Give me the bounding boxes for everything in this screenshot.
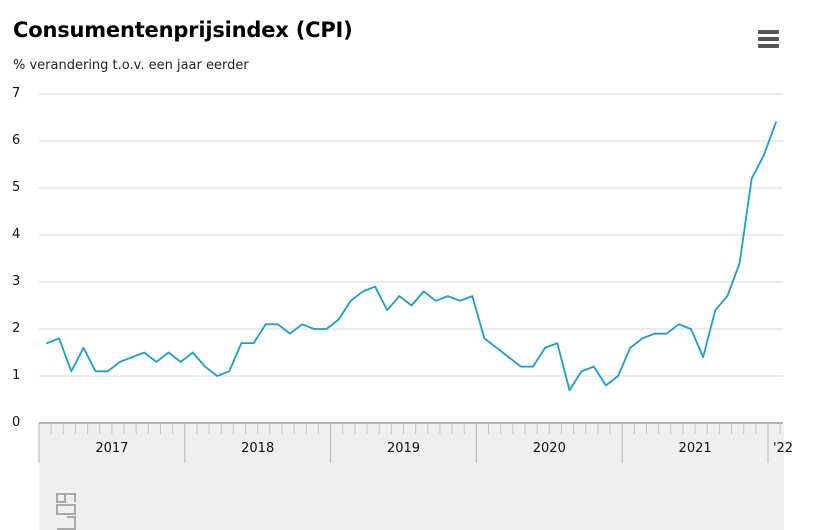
data-point-2020-12[interactable] — [615, 373, 621, 379]
data-point-2018-03[interactable] — [214, 373, 220, 379]
x-year-label-2019: 2019 — [387, 441, 420, 456]
data-point-2017-09[interactable] — [141, 350, 147, 356]
data-point-2019-04[interactable] — [372, 284, 378, 290]
x-year-label-2018: 2018 — [241, 441, 274, 456]
data-point-2021-02[interactable] — [639, 335, 645, 341]
data-point-2021-03[interactable] — [652, 331, 658, 337]
data-point-2018-10[interactable] — [299, 321, 305, 327]
data-point-2020-05[interactable] — [530, 364, 536, 370]
cbs-logo-icon — [56, 493, 76, 530]
data-point-2019-03[interactable] — [360, 288, 366, 294]
hamburger-menu-icon[interactable] — [758, 30, 780, 48]
data-point-2021-01[interactable] — [627, 345, 633, 351]
data-point-2021-12[interactable] — [761, 152, 767, 158]
x-axis-band — [39, 424, 784, 530]
data-point-2020-08[interactable] — [566, 387, 572, 393]
data-point-2017-06[interactable] — [105, 368, 111, 374]
data-point-2019-07[interactable] — [409, 303, 415, 309]
data-point-2019-08[interactable] — [421, 288, 427, 294]
data-point-2018-06[interactable] — [251, 340, 257, 346]
chart-title: Consumentenprijsindex (CPI) — [13, 18, 353, 42]
chart-subtitle: % verandering t.o.v. een jaar eerder — [13, 58, 249, 73]
data-point-2018-07[interactable] — [263, 321, 269, 327]
data-point-2020-03[interactable] — [506, 354, 512, 360]
data-point-2019-06[interactable] — [396, 293, 402, 299]
data-point-2019-01[interactable] — [336, 317, 342, 323]
data-point-2020-02[interactable] — [494, 345, 500, 351]
data-point-2017-08[interactable] — [129, 354, 135, 360]
data-point-2019-05[interactable] — [384, 307, 390, 313]
y-tick-label-4: 4 — [12, 227, 21, 242]
x-year-label-2020: 2020 — [533, 441, 566, 456]
data-point-2018-11[interactable] — [311, 326, 317, 332]
cpi-series-line[interactable] — [46, 121, 777, 392]
data-point-2021-07[interactable] — [700, 354, 706, 360]
data-point-2019-10[interactable] — [445, 293, 451, 299]
data-point-2018-05[interactable] — [238, 340, 244, 346]
data-point-2019-11[interactable] — [457, 298, 463, 304]
y-tick-label-5: 5 — [12, 180, 21, 195]
data-point-2017-01[interactable] — [44, 340, 50, 346]
x-year-label-22: '22 — [773, 441, 793, 456]
data-point-2017-07[interactable] — [117, 359, 123, 365]
y-tick-label-7: 7 — [12, 86, 21, 101]
y-tick-label-6: 6 — [12, 133, 21, 148]
data-point-2017-12[interactable] — [178, 359, 184, 365]
data-point-2021-11[interactable] — [749, 176, 755, 182]
data-point-2018-12[interactable] — [323, 326, 329, 332]
data-point-2020-06[interactable] — [542, 345, 548, 351]
data-point-2021-10[interactable] — [737, 260, 743, 266]
data-point-2020-04[interactable] — [518, 364, 524, 370]
data-point-2017-11[interactable] — [166, 350, 172, 356]
data-point-2021-06[interactable] — [688, 326, 694, 332]
data-point-2018-09[interactable] — [287, 331, 293, 337]
data-point-2020-10[interactable] — [591, 364, 597, 370]
data-point-2017-05[interactable] — [93, 368, 99, 374]
x-year-label-2017: 2017 — [95, 441, 128, 456]
data-point-2017-02[interactable] — [56, 335, 62, 341]
data-point-2020-01[interactable] — [481, 335, 487, 341]
data-point-2021-08[interactable] — [712, 307, 718, 313]
data-point-2021-04[interactable] — [664, 331, 670, 337]
data-point-2017-04[interactable] — [80, 345, 86, 351]
data-point-2020-07[interactable] — [554, 340, 560, 346]
data-point-2017-03[interactable] — [68, 368, 74, 374]
data-point-2022-01[interactable] — [773, 119, 779, 125]
data-point-2021-09[interactable] — [724, 293, 730, 299]
y-tick-label-2: 2 — [12, 321, 21, 336]
data-point-2018-04[interactable] — [226, 368, 232, 374]
data-point-2019-09[interactable] — [433, 298, 439, 304]
x-year-label-2021: 2021 — [679, 441, 712, 456]
y-tick-label-0: 0 — [12, 415, 21, 430]
data-point-2021-05[interactable] — [676, 321, 682, 327]
data-point-2017-10[interactable] — [153, 359, 159, 365]
data-point-2018-08[interactable] — [275, 321, 281, 327]
data-point-2018-01[interactable] — [190, 350, 196, 356]
y-tick-label-1: 1 — [12, 368, 21, 383]
data-point-2020-09[interactable] — [579, 368, 585, 374]
data-point-2020-11[interactable] — [603, 382, 609, 388]
data-point-2019-02[interactable] — [348, 298, 354, 304]
data-point-2018-02[interactable] — [202, 364, 208, 370]
data-point-2019-12[interactable] — [469, 293, 475, 299]
y-tick-label-3: 3 — [12, 274, 21, 289]
